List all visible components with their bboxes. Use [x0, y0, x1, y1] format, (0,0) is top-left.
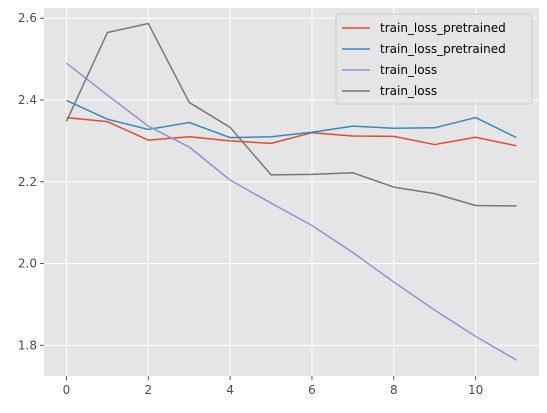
y-tick-label-4: 2.6 — [18, 11, 37, 25]
series-lines — [65, 22, 517, 361]
y-axis-ticks: 1.8 2.0 2.2 2.4 2.6 — [18, 11, 44, 352]
legend-label-0: train_loss_pretrained — [380, 21, 506, 35]
legend: train_loss_pretrained train_loss_pretrain… — [335, 13, 533, 105]
y-tick-label-3: 2.4 — [18, 93, 37, 107]
x-tick-label-1: 2 — [144, 383, 152, 397]
legend-label-1: train_loss_pretrained — [380, 42, 506, 56]
legend-box — [335, 13, 533, 105]
y-tick-label-0: 1.8 — [18, 338, 37, 352]
x-tick-label-3: 6 — [308, 383, 316, 397]
legend-label-2: train_loss — [380, 63, 437, 77]
x-tick-label-5: 10 — [468, 383, 483, 397]
x-axis-ticks: 0 2 4 6 8 10 — [63, 376, 483, 397]
x-tick-label-4: 8 — [390, 383, 398, 397]
y-tick-label-1: 2.0 — [18, 257, 37, 271]
x-tick-label-0: 0 — [63, 383, 71, 397]
series-line-2 — [66, 62, 517, 361]
y-tick-label-2: 2.2 — [18, 175, 37, 189]
series-line-3 — [65, 22, 517, 207]
series-line-0 — [66, 116, 517, 147]
legend-label-3: train_loss — [380, 84, 437, 98]
x-tick-label-2: 4 — [226, 383, 234, 397]
series-line-1 — [66, 99, 517, 139]
